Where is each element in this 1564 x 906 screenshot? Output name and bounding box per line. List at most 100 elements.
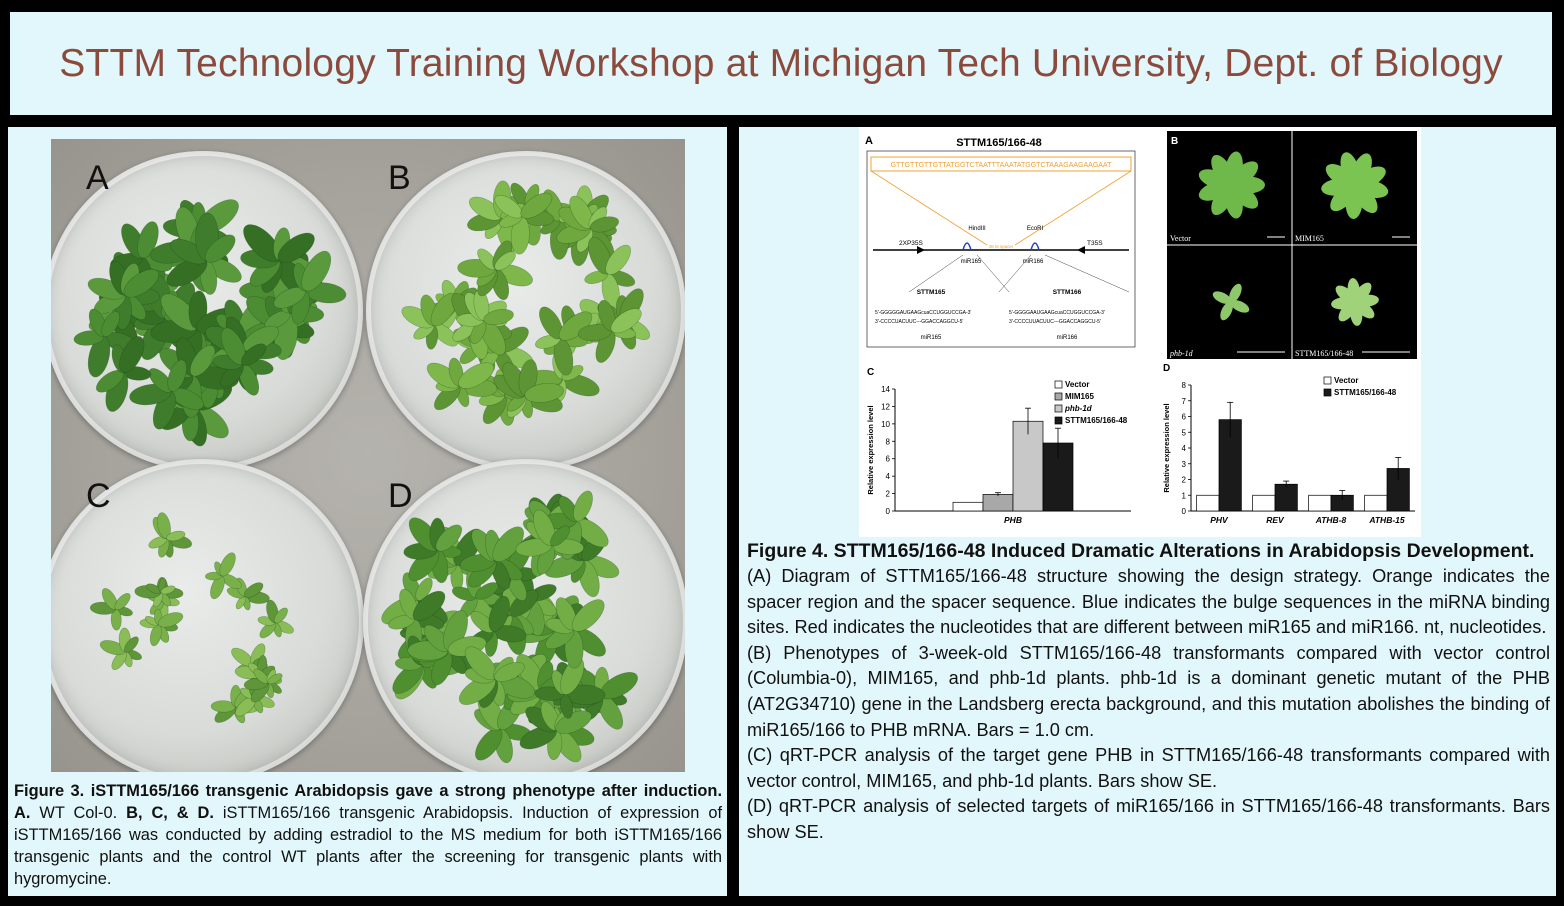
leaf [610, 308, 642, 334]
y-tick-label: 6 [1182, 413, 1187, 422]
y-tick-label: 3 [1182, 460, 1187, 469]
sttm166-label: STTM166 [1053, 289, 1082, 296]
ecori-label: EcoRI [1027, 226, 1044, 232]
legend-label: Vector [1065, 380, 1089, 389]
spacer-zoom-lines [870, 170, 1132, 246]
mir166-bottom: miR166 [1057, 335, 1078, 341]
leaf [166, 530, 186, 542]
caption-a: (A) Diagram of STTM165/166-48 structure … [747, 564, 1550, 641]
rosette [1212, 283, 1250, 321]
leaf [573, 490, 593, 522]
leaf [160, 585, 176, 595]
y-tick-label: 7 [1182, 397, 1187, 406]
y-tick-label: 8 [886, 437, 891, 446]
leaf [277, 232, 315, 263]
figure-4-panel: A STTM165/166-48 GTTGTTGTTGTTATGGTCTAATT… [739, 127, 1556, 896]
y-axis-label: Relative expression level [866, 405, 875, 494]
category-label: REV [1266, 515, 1285, 525]
bulge-left [962, 242, 972, 251]
bar [1308, 494, 1332, 512]
y-tick-label: 2 [1182, 476, 1187, 485]
leaf [558, 495, 579, 522]
mir165-bottom: miR165 [921, 335, 942, 341]
leaf [589, 216, 619, 233]
y-tick-label: 0 [1182, 507, 1187, 516]
plants-sparse [89, 512, 294, 724]
label-phb1d: phb-1d [1169, 349, 1194, 358]
leaf [555, 597, 578, 631]
leaf [189, 344, 216, 377]
leaf [204, 234, 236, 263]
leaf [571, 599, 605, 632]
banner-title: STTM Technology Training Workshop at Mic… [59, 41, 1503, 85]
panel-a-letter: A [865, 135, 873, 147]
leaf [243, 582, 264, 598]
legend-swatch [1323, 376, 1332, 385]
category-label: PHB [1004, 515, 1022, 525]
caption-a-text: Diagram of STTM165/166-48 structure show… [747, 566, 1550, 638]
y-tick-label: 8 [1182, 381, 1187, 390]
promoter-arrow [917, 246, 925, 254]
rosette [1331, 278, 1379, 326]
panel-a-title: STTM165/166-48 [956, 137, 1042, 149]
petri-dish-photo: A B C D [51, 139, 685, 772]
leaf [492, 526, 524, 562]
leaf [301, 250, 332, 292]
chart-c: C 0 2 4 6 8 10 12 14 Relative expression level PHB… [866, 367, 1131, 525]
bar [982, 494, 1014, 512]
caption-a-label: A. [14, 804, 31, 822]
y-tick-label: 1 [1182, 491, 1187, 500]
bar [1196, 494, 1220, 512]
plate-label-a: A [86, 159, 109, 197]
leaf [123, 269, 160, 298]
caption-bcd-text: iSTTM165/166 transgenic Arabidopsis. Ind… [14, 804, 722, 888]
plate-label-d: D [388, 477, 413, 515]
petri-dish-c [51, 459, 364, 772]
category-label: ATHB-15 [1368, 515, 1405, 525]
seq-left-1: 5'-GGGGGAUGAAGcuaCCUGGUCCGA-3' [875, 310, 971, 316]
leaf [114, 593, 131, 611]
plants-dense-light [381, 490, 638, 764]
leaf [483, 309, 514, 326]
caption-title: Figure 4. STTM165/166-48 Induced Dramati… [747, 540, 1535, 562]
y-axis-label: Relative expression level [1162, 403, 1171, 492]
mir166-top: miR166 [1023, 259, 1044, 265]
leaf [430, 292, 458, 327]
rosettes [1198, 151, 1389, 326]
caption-bcd-label: B, C, & D. [126, 804, 214, 822]
seq-right-1: 5'-GGGGAAUGAAGcuaCCUGGUCCGA-3' [1009, 310, 1105, 316]
y-tick-label: 6 [886, 455, 891, 464]
bulge-right [1030, 242, 1040, 251]
caption-d-label: (D) [747, 796, 773, 817]
leaf [415, 577, 433, 601]
panel-letter: C [867, 367, 874, 378]
spacer-sequence: GTTGTTGTTGTTATGGTCTAATTTAAATATGGTCTAAAGA… [891, 162, 1112, 169]
legend-swatch [1323, 388, 1332, 397]
petri-dish-d [363, 459, 685, 772]
terminator-label: T35S [1087, 240, 1103, 247]
mir165-top: miR165 [961, 259, 982, 265]
leaf [494, 251, 516, 271]
y-tick-label: 4 [1182, 444, 1187, 453]
category-label: PHV [1210, 515, 1229, 525]
leaf [157, 612, 184, 628]
zoom-lines [908, 254, 1130, 293]
caption-a-label: (A) [747, 566, 772, 586]
leaf [475, 582, 499, 600]
caption-c-label: (C) [747, 745, 773, 766]
legend-swatch [1054, 416, 1063, 425]
y-tick-label: 10 [881, 420, 890, 429]
figure-4-svg: A STTM165/166-48 GTTGTTGTTGTTATGGTCTAATT… [865, 131, 1417, 525]
y-tick-label: 12 [881, 402, 890, 411]
leaf [550, 525, 570, 547]
legend-label: phb-1d [1064, 404, 1093, 413]
rosette [1321, 152, 1389, 219]
y-tick-label: 4 [886, 472, 891, 481]
legend-swatch [1054, 380, 1063, 389]
y-tick-label: 5 [1182, 428, 1187, 437]
sttm165-label: STTM165 [917, 289, 946, 296]
leaf [494, 661, 525, 682]
leaf [101, 311, 120, 337]
caption-b-label: (B) [747, 642, 772, 663]
figure-4-caption: Figure 4. STTM165/166-48 Induced Dramati… [747, 539, 1550, 846]
